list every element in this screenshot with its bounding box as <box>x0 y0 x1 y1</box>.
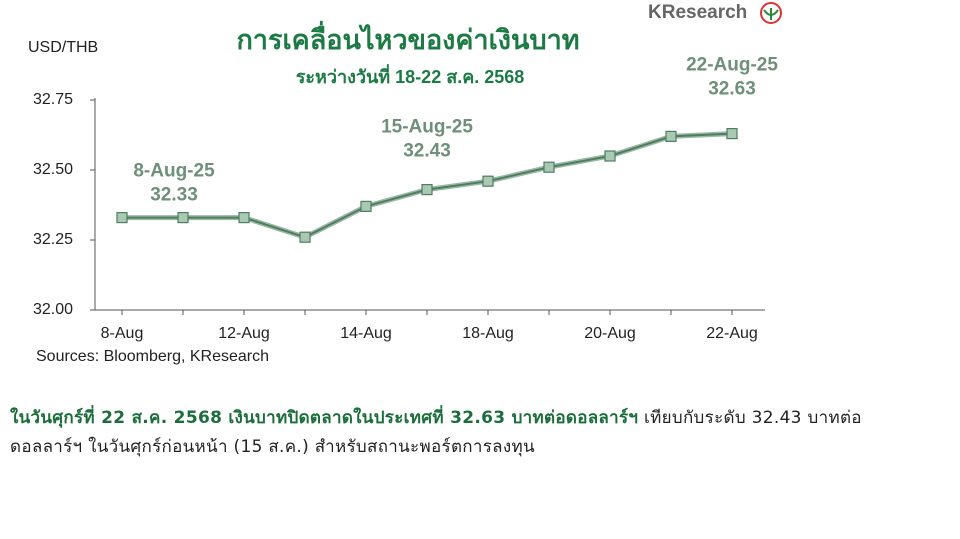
annotation-date: 22-Aug-25 <box>686 55 778 76</box>
source: Sources: Bloomberg, KResearch <box>36 348 269 365</box>
x-tick-label: 14-Aug <box>340 325 392 342</box>
annotation-value: 32.43 <box>403 141 451 162</box>
y-tick-label: 32.25 <box>33 231 73 248</box>
chart-subtitle: ระหว่างวันที่ 18-22 ส.ค. 2568 <box>296 64 525 87</box>
marker <box>421 184 433 196</box>
marker <box>177 212 189 224</box>
x-tick-label: 8-Aug <box>101 325 144 342</box>
marker <box>299 231 311 243</box>
paragraph-highlight: ในวันศุกร์ที่ 22 ส.ค. 2568 เงินบาทปิดตลา… <box>10 408 639 428</box>
marker <box>726 128 738 140</box>
marker <box>665 130 677 142</box>
paragraph-text: เทียบกับระดับ 32.43 บาทต่อดอลลาร์ฯ ในวัน… <box>10 408 862 457</box>
annotation-value: 32.33 <box>150 185 198 206</box>
x-tick-label: 22-Aug <box>706 325 758 342</box>
marker <box>543 161 555 173</box>
x-tick-label: 20-Aug <box>584 325 636 342</box>
y-tick-label: 32.50 <box>33 161 73 178</box>
marker <box>604 150 616 162</box>
annotation-date: 15-Aug-25 <box>381 117 473 138</box>
annotation-value: 32.63 <box>708 79 756 100</box>
annotation-date: 8-Aug-25 <box>133 161 215 182</box>
chart-title: การเคลื่อนไหวของค่าเงินบาท <box>236 20 579 55</box>
marker <box>116 212 128 224</box>
x-tick-label: 18-Aug <box>462 325 514 342</box>
paragraph: ในวันศุกร์ที่ 22 ส.ค. 2568 เงินบาทปิดตลา… <box>10 404 925 462</box>
marker <box>482 175 494 187</box>
logo: KResearch <box>648 2 747 23</box>
y-tick-label: 32.75 <box>33 91 73 108</box>
marker <box>238 212 250 224</box>
x-tick-label: 12-Aug <box>218 325 270 342</box>
marker <box>360 200 372 212</box>
chart: การเคลื่อนไหวของค่าเงินบาท ระหว่างวันที่… <box>28 2 782 365</box>
y-tick-label: 32.00 <box>33 301 73 318</box>
y-axis-label: USD/THB <box>28 39 98 56</box>
logo-leaf <box>763 8 779 20</box>
